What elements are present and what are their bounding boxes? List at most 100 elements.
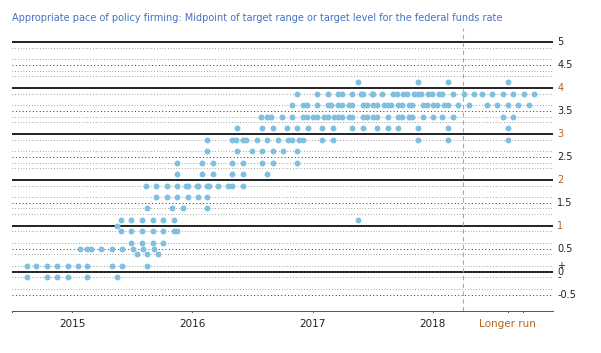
Point [22, 263, 32, 269]
Point [383, 102, 392, 108]
Point [498, 114, 507, 119]
Point [386, 102, 396, 108]
Point [148, 229, 157, 234]
Point [334, 114, 343, 119]
Point [423, 91, 433, 96]
Point [313, 91, 322, 96]
Point [304, 125, 313, 131]
Point [313, 114, 322, 119]
Point [148, 240, 157, 246]
Point [263, 114, 272, 119]
Point [118, 263, 127, 269]
Point [524, 102, 534, 108]
Point [227, 171, 237, 177]
Point [238, 160, 248, 165]
Point [519, 91, 528, 96]
Point [224, 183, 233, 189]
Point [413, 137, 423, 142]
Point [208, 160, 218, 165]
Point [242, 137, 251, 142]
Text: 0: 0 [558, 267, 564, 277]
Point [162, 194, 172, 200]
Point [172, 171, 182, 177]
Point [404, 102, 413, 108]
Point [282, 125, 292, 131]
Point [508, 114, 518, 119]
Point [464, 102, 474, 108]
Point [459, 91, 468, 96]
Point [231, 137, 241, 142]
Point [317, 137, 327, 142]
Point [344, 102, 353, 108]
Point [418, 114, 428, 119]
Point [293, 160, 302, 165]
Point [158, 217, 168, 223]
Point [194, 183, 203, 189]
Text: 4.5: 4.5 [558, 60, 573, 70]
Text: 3: 3 [558, 129, 564, 139]
Point [203, 148, 212, 154]
Point [298, 114, 308, 119]
Point [407, 102, 417, 108]
Point [328, 137, 338, 142]
Point [422, 102, 432, 108]
Text: Longer run: Longer run [480, 319, 536, 329]
Point [308, 114, 318, 119]
Point [448, 91, 458, 96]
Point [394, 125, 403, 131]
Point [247, 148, 257, 154]
Point [353, 217, 362, 223]
Text: +: + [558, 261, 566, 271]
Point [141, 183, 150, 189]
Point [63, 263, 73, 269]
Point [169, 217, 178, 223]
Point [344, 114, 353, 119]
Point [293, 148, 302, 154]
Point [273, 137, 283, 142]
Point [503, 125, 513, 131]
Point [498, 91, 507, 96]
Point [404, 114, 413, 119]
Point [388, 91, 398, 96]
Point [183, 194, 192, 200]
Text: 3.5: 3.5 [558, 106, 573, 116]
Point [182, 183, 191, 189]
Point [31, 263, 41, 269]
Point [392, 91, 401, 96]
Point [266, 114, 276, 119]
Point [438, 91, 447, 96]
Point [358, 102, 368, 108]
Point [326, 102, 336, 108]
Point [233, 125, 242, 131]
Point [407, 114, 417, 119]
Point [257, 125, 267, 131]
Point [287, 137, 297, 142]
Point [107, 246, 117, 251]
Point [487, 91, 497, 96]
Point [278, 148, 288, 154]
Point [323, 114, 332, 119]
Point [287, 114, 297, 119]
Point [172, 160, 182, 165]
Point [63, 275, 73, 280]
Point [167, 206, 177, 211]
Point [127, 229, 136, 234]
Point [362, 114, 371, 119]
Point [128, 246, 138, 251]
Point [477, 91, 486, 96]
Point [112, 275, 122, 280]
Text: 1: 1 [558, 221, 564, 231]
Point [194, 194, 203, 200]
Point [427, 91, 437, 96]
Point [263, 137, 272, 142]
Point [284, 137, 293, 142]
Point [256, 114, 266, 119]
Point [158, 229, 168, 234]
Text: 2018: 2018 [419, 319, 446, 329]
Point [302, 114, 311, 119]
Point [227, 183, 237, 189]
Point [418, 102, 428, 108]
Point [413, 79, 423, 85]
Text: 2017: 2017 [299, 319, 326, 329]
Point [238, 171, 248, 177]
